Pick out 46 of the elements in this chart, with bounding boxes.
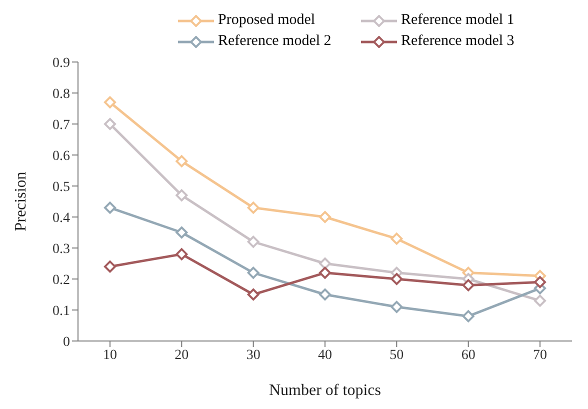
point — [319, 266, 331, 279]
y-tick-label: 0.3 — [52, 242, 70, 257]
point — [176, 226, 188, 238]
y-tick-label: 0.8 — [52, 86, 70, 102]
point — [176, 189, 188, 202]
x-tick-label: 50 — [390, 348, 404, 363]
x-axis-title: Number of topics — [269, 382, 381, 399]
y-axis-title: Precision — [12, 172, 30, 232]
y-tick-label: 0.7 — [52, 118, 70, 133]
point — [176, 155, 188, 168]
point — [534, 294, 546, 307]
point — [462, 310, 474, 322]
point — [247, 236, 260, 248]
x-tick-label: 40 — [318, 348, 332, 363]
point — [319, 258, 331, 270]
legend-label: Reference model 2 — [218, 33, 332, 50]
y-tick-label: 0 — [63, 334, 70, 350]
y-tick-label: 0.4 — [52, 210, 70, 226]
y-tick-label: 0.5 — [52, 180, 70, 195]
point — [104, 118, 116, 130]
point — [534, 276, 546, 288]
legend-label: Reference model 3 — [401, 33, 514, 50]
y-tick-label: 0.9 — [52, 56, 70, 71]
x-tick-label: 70 — [533, 348, 547, 363]
point — [319, 288, 331, 300]
point — [390, 273, 403, 285]
point — [247, 288, 260, 300]
point — [247, 266, 260, 279]
x-tick-label: 20 — [174, 348, 189, 363]
legend-label: Reference model 1 — [401, 12, 514, 29]
legend-label: Proposed model — [218, 12, 316, 29]
x-tick-label: 10 — [103, 348, 117, 363]
point — [390, 300, 403, 313]
point — [104, 260, 116, 273]
point — [104, 202, 116, 214]
point — [176, 248, 188, 260]
point — [247, 202, 260, 214]
y-tick-label: 0.2 — [52, 272, 70, 288]
point — [462, 279, 474, 292]
x-tick-label: 60 — [461, 348, 476, 363]
point — [390, 232, 403, 245]
x-tick-label: 30 — [246, 348, 260, 363]
y-tick-label: 0.1 — [52, 304, 70, 319]
point — [319, 211, 331, 223]
y-tick-label: 0.6 — [52, 148, 70, 164]
point — [104, 96, 116, 108]
